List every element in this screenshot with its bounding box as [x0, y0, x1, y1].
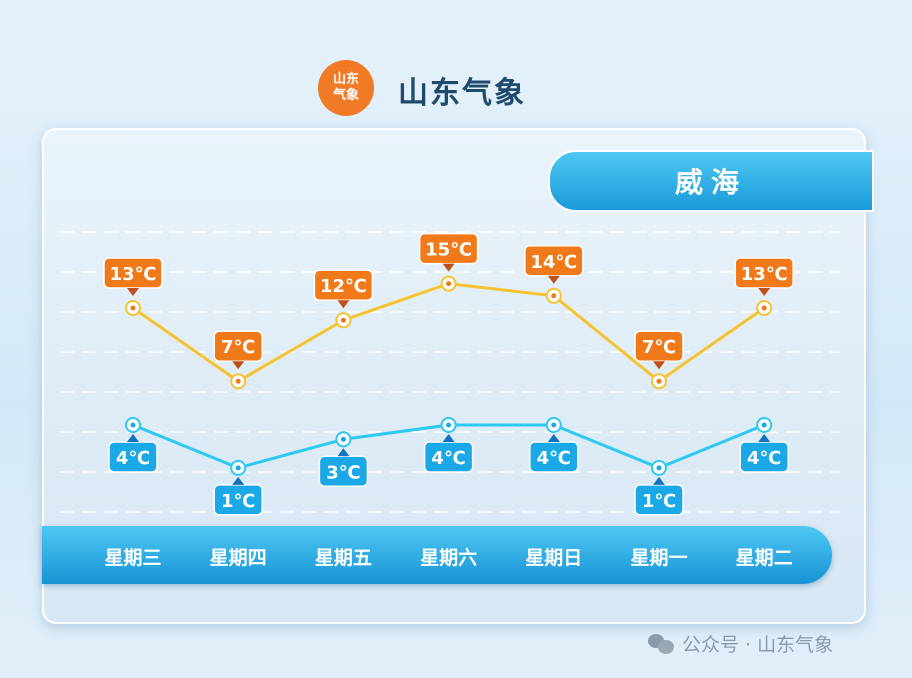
data-point-dot [656, 465, 662, 471]
label-pointer [547, 275, 560, 284]
label-pointer [442, 434, 455, 442]
day-label: 星期一 [630, 547, 688, 569]
label-pointer [442, 263, 455, 272]
label-pointer [653, 476, 665, 485]
label-pointer [232, 476, 245, 485]
label-pointer [758, 288, 771, 296]
data-point-dot [340, 436, 346, 442]
label-pointer [337, 448, 350, 457]
label-pointer [232, 361, 245, 370]
data-point-dot [551, 422, 557, 428]
day-label: 星期六 [420, 547, 478, 569]
temp-label: 7℃ [221, 337, 255, 358]
logo: 山东 气象 [318, 60, 374, 116]
footer: 公众号 · 山东气象 [648, 630, 833, 657]
data-point-dot [446, 422, 452, 428]
temp-label: 4℃ [537, 448, 571, 469]
wechat-icon [648, 633, 674, 654]
temp-label: 1℃ [642, 491, 676, 512]
label-pointer [337, 300, 350, 309]
label-pointer [547, 434, 560, 442]
day-label: 星期三 [104, 547, 162, 569]
temp-label: 14℃ [530, 252, 577, 273]
day-label: 星期日 [525, 547, 583, 569]
label-pointer [653, 361, 665, 370]
temp-label: 4℃ [431, 448, 465, 469]
temp-label: 15℃ [425, 240, 472, 261]
data-point-dot [130, 305, 136, 311]
data-point-dot [235, 465, 241, 471]
data-point-dot [551, 293, 557, 299]
data-point-dot [235, 378, 241, 384]
temp-label: 1℃ [221, 491, 255, 512]
data-point-dot [761, 422, 767, 428]
temp-label: 4℃ [747, 448, 781, 469]
temp-label: 13℃ [741, 264, 788, 285]
data-point-dot [446, 281, 452, 287]
label-pointer [758, 434, 771, 442]
temp-label: 7℃ [642, 337, 676, 358]
day-label: 星期五 [314, 547, 372, 569]
data-point-dot [340, 317, 346, 323]
data-point-dot [761, 305, 767, 311]
temp-label: 4℃ [116, 448, 150, 469]
city-title: 威海 [548, 150, 874, 212]
label-pointer [127, 434, 139, 442]
temp-label: 13℃ [110, 264, 157, 285]
brand-title: 山东气象 [398, 76, 526, 111]
data-point-dot [130, 422, 136, 428]
label-pointer [127, 288, 139, 296]
day-bar: 星期三 星期四 星期五 星期六 星期日 星期一 星期二 [42, 526, 832, 584]
footer-text: 公众号 · 山东气象 [682, 634, 834, 656]
temp-label: 12℃ [320, 276, 367, 297]
data-point-dot [656, 378, 662, 384]
day-label: 星期二 [735, 547, 793, 569]
temp-label: 3℃ [326, 462, 360, 483]
day-label: 星期四 [209, 547, 267, 569]
